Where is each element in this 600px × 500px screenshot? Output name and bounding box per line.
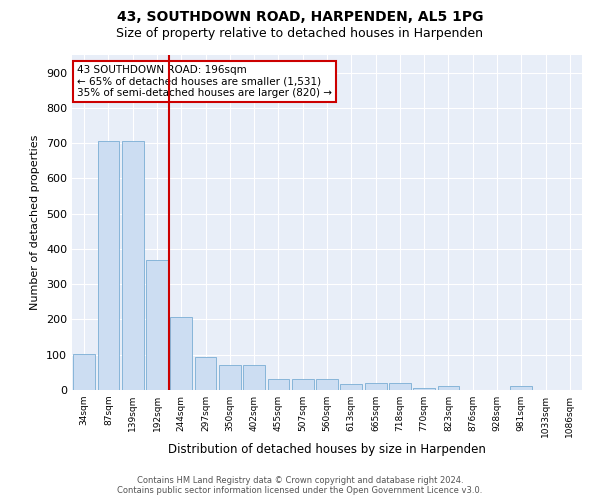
Bar	[340, 384, 362, 390]
Bar	[73, 354, 95, 390]
Text: Contains HM Land Registry data © Crown copyright and database right 2024.
Contai: Contains HM Land Registry data © Crown c…	[118, 476, 482, 495]
Bar	[219, 366, 241, 390]
X-axis label: Distribution of detached houses by size in Harpenden: Distribution of detached houses by size …	[168, 442, 486, 456]
Y-axis label: Number of detached properties: Number of detached properties	[31, 135, 40, 310]
Bar	[437, 386, 460, 390]
Bar	[170, 317, 192, 390]
Bar	[511, 386, 532, 390]
Text: 43 SOUTHDOWN ROAD: 196sqm
← 65% of detached houses are smaller (1,531)
35% of se: 43 SOUTHDOWN ROAD: 196sqm ← 65% of detac…	[77, 65, 332, 98]
Bar	[194, 356, 217, 390]
Bar	[413, 388, 435, 390]
Bar	[389, 383, 411, 390]
Bar	[243, 366, 265, 390]
Text: Size of property relative to detached houses in Harpenden: Size of property relative to detached ho…	[116, 28, 484, 40]
Bar	[268, 380, 289, 390]
Bar	[146, 260, 168, 390]
Bar	[97, 142, 119, 390]
Bar	[316, 378, 338, 390]
Bar	[122, 142, 143, 390]
Bar	[292, 378, 314, 390]
Text: 43, SOUTHDOWN ROAD, HARPENDEN, AL5 1PG: 43, SOUTHDOWN ROAD, HARPENDEN, AL5 1PG	[117, 10, 483, 24]
Bar	[365, 383, 386, 390]
